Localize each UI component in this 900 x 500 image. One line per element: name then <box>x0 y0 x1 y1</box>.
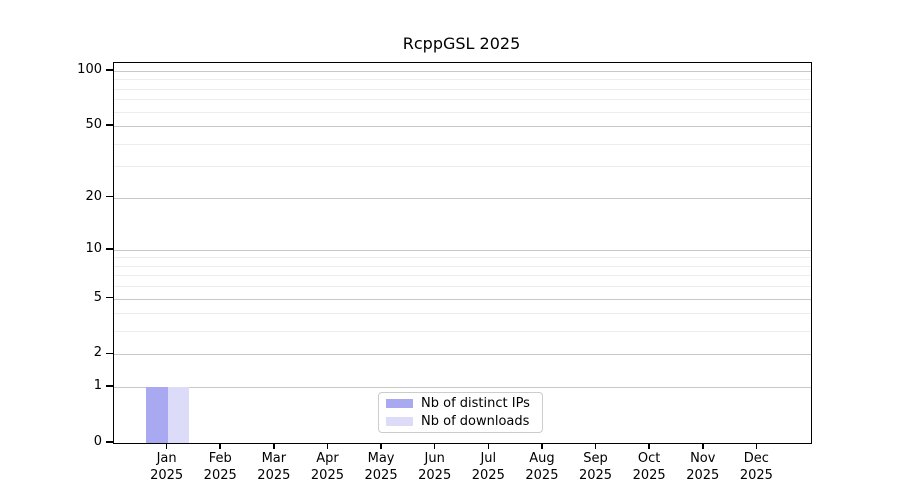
major-gridline <box>114 126 811 128</box>
minor-gridline <box>114 166 811 168</box>
legend-entry: Nb of distinct IPs <box>386 396 535 411</box>
plot-area <box>113 62 812 444</box>
bar-nb-of-downloads <box>167 387 190 443</box>
y-axis-tick <box>106 385 113 387</box>
legend: Nb of distinct IPs Nb of downloads <box>378 392 543 433</box>
x-tick-label: Aug 2025 <box>525 451 559 483</box>
minor-gridline <box>114 265 811 267</box>
minor-gridline <box>114 99 811 101</box>
legend-swatch-icon <box>386 417 413 426</box>
x-tick-label: Sep 2025 <box>578 451 613 483</box>
y-tick-label: 50 <box>85 117 102 133</box>
minor-gridline <box>114 111 811 113</box>
x-tick-label: Oct 2025 <box>632 451 666 483</box>
y-axis-tick <box>106 69 113 71</box>
minor-gridline <box>114 286 811 288</box>
minor-gridline <box>114 313 811 315</box>
y-tick-label: 20 <box>85 188 102 204</box>
y-tick-label: 10 <box>85 240 102 256</box>
x-axis-tick <box>326 443 329 449</box>
x-axis-tick <box>273 443 275 449</box>
y-tick-label: 0 <box>93 434 102 449</box>
y-tick-label: 100 <box>77 62 102 77</box>
legend-label: Nb of distinct IPs <box>421 396 530 411</box>
minor-gridline <box>114 331 811 333</box>
y-axis-tick <box>106 296 113 299</box>
x-axis-tick <box>433 443 436 449</box>
x-tick-label: Jul 2025 <box>471 451 505 483</box>
chart-title: RcppGSL 2025 <box>402 34 521 53</box>
x-tick-label: Jun 2025 <box>418 451 452 483</box>
y-axis-tick <box>106 195 113 198</box>
y-tick-label: 2 <box>93 345 102 361</box>
x-axis-tick <box>701 443 704 449</box>
x-axis-tick <box>755 443 758 449</box>
x-axis-tick <box>219 443 222 449</box>
major-gridline <box>114 249 811 251</box>
bar-nb-of-distinct-ips <box>146 387 168 443</box>
y-axis-tick <box>106 352 113 355</box>
x-tick-label: Jan 2025 <box>150 451 184 483</box>
x-axis-tick <box>594 443 597 449</box>
x-tick-label: Feb 2025 <box>203 451 237 483</box>
y-axis-tick <box>106 441 113 443</box>
x-tick-label: May 2025 <box>364 451 398 483</box>
y-axis-tick <box>106 247 113 250</box>
major-gridline <box>114 71 811 72</box>
y-tick-label: 5 <box>93 289 102 305</box>
y-axis-tick <box>106 124 113 126</box>
minor-gridline <box>114 275 811 277</box>
major-gridline <box>114 197 811 199</box>
legend-entry: Nb of downloads <box>386 414 535 429</box>
major-gridline <box>114 298 811 300</box>
x-axis-tick <box>541 443 543 449</box>
legend-label: Nb of downloads <box>421 414 530 429</box>
legend-swatch-icon <box>386 399 413 408</box>
minor-gridline <box>114 143 811 145</box>
x-tick-label: Dec 2025 <box>739 451 773 483</box>
x-axis-tick <box>380 443 382 449</box>
major-gridline <box>114 387 811 389</box>
y-tick-label: 1 <box>93 378 102 394</box>
minor-gridline <box>114 79 811 81</box>
minor-gridline <box>114 88 811 90</box>
major-gridline <box>114 354 811 356</box>
x-axis-tick <box>165 443 168 449</box>
x-tick-label: Mar 2025 <box>257 451 291 483</box>
x-tick-label: Nov 2025 <box>686 451 720 483</box>
x-tick-label: Apr 2025 <box>310 451 344 483</box>
x-axis-tick <box>487 443 490 449</box>
x-axis-tick <box>648 443 650 449</box>
minor-gridline <box>114 257 811 259</box>
